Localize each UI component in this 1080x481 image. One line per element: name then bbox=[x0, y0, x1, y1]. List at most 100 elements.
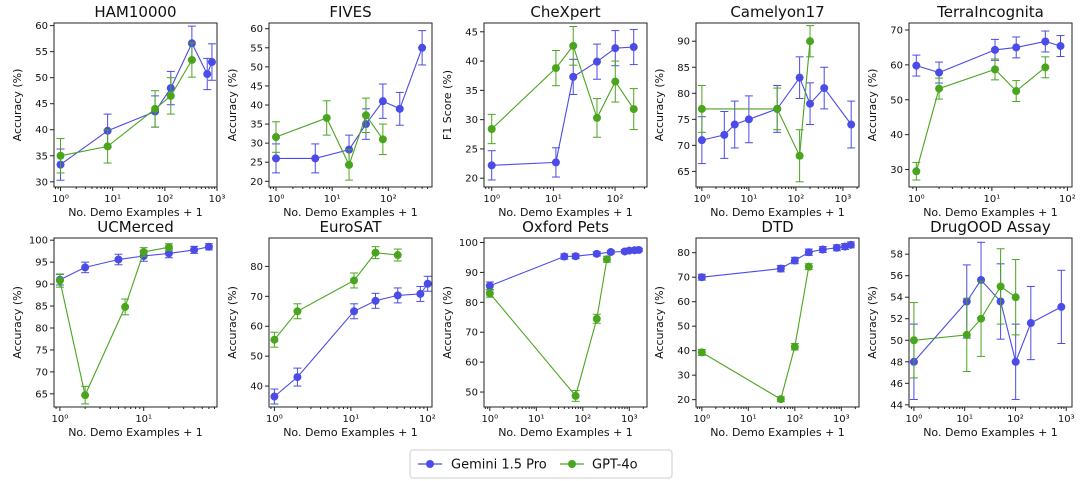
data-point bbox=[350, 276, 359, 285]
x-tick-label: 10³ bbox=[621, 414, 638, 425]
data-point bbox=[1041, 63, 1050, 72]
y-tick-label: 70 bbox=[890, 25, 903, 36]
series-line bbox=[701, 266, 810, 401]
y-tick-label: 90 bbox=[35, 280, 48, 291]
y-tick-label: 60 bbox=[250, 24, 263, 35]
y-tick-label: 60 bbox=[465, 358, 478, 369]
y-tick-label: 50 bbox=[677, 322, 690, 333]
chart-title: EuroSAT bbox=[319, 218, 382, 236]
data-point bbox=[720, 130, 729, 139]
data-point bbox=[361, 111, 370, 120]
data-point bbox=[121, 302, 130, 311]
chart-drugood-assay: DrugOOD Assay 44 46 48 50 52 54 56 58 10⁰ 10¹ 10² 10… bbox=[866, 218, 1075, 439]
x-axis-label: No. Demo Examples + 1 bbox=[68, 206, 203, 219]
data-point bbox=[166, 91, 175, 100]
data-point bbox=[1011, 293, 1020, 302]
data-point bbox=[611, 77, 620, 86]
series-line bbox=[59, 246, 210, 281]
y-tick-label: 95 bbox=[35, 258, 48, 269]
data-point bbox=[697, 136, 706, 145]
y-tick-label: 80 bbox=[465, 298, 478, 309]
data-point bbox=[592, 249, 601, 258]
data-point bbox=[423, 279, 432, 288]
x-tick-label: 10³ bbox=[209, 194, 226, 205]
legend-gemini-label: Gemini 1.5 Pro bbox=[451, 458, 547, 473]
data-point bbox=[378, 97, 387, 106]
plot-frame bbox=[908, 237, 1073, 408]
data-point bbox=[371, 248, 380, 257]
data-point bbox=[634, 245, 643, 254]
legend-gemini-marker bbox=[426, 460, 434, 468]
data-point bbox=[744, 115, 753, 124]
data-point bbox=[990, 45, 999, 54]
plot-frame bbox=[908, 22, 1073, 188]
series-gpt-4o bbox=[55, 243, 173, 405]
y-tick-label: 30 bbox=[890, 165, 903, 176]
x-tick-label: 10⁰ bbox=[268, 194, 285, 205]
y-tick-label: 85 bbox=[677, 63, 690, 74]
plot-frame bbox=[268, 237, 433, 408]
x-axis-label: No. Demo Examples + 1 bbox=[68, 426, 203, 439]
x-tick-label: 10⁰ bbox=[694, 194, 711, 205]
y-axis-label: Accuracy (%) bbox=[226, 69, 239, 142]
y-tick-label: 70 bbox=[677, 141, 690, 152]
y-tick-label: 56 bbox=[890, 271, 903, 282]
data-point bbox=[395, 104, 404, 113]
x-tick-label: 10¹ bbox=[545, 194, 562, 205]
legend-gpt-label: GPT-4o bbox=[592, 458, 638, 473]
data-point bbox=[203, 70, 212, 79]
data-point bbox=[311, 154, 320, 163]
y-tick-label: 70 bbox=[35, 367, 48, 378]
x-axis-label: No. Demo Examples + 1 bbox=[710, 426, 845, 439]
series-gpt-4o bbox=[697, 25, 815, 183]
series-line bbox=[491, 46, 634, 166]
series-gemini-1-5-pro bbox=[270, 275, 432, 405]
x-tick-label: 10¹ bbox=[741, 194, 758, 205]
y-axis-label: Accuracy (%) bbox=[866, 286, 879, 359]
y-tick-label: 50 bbox=[35, 73, 48, 84]
x-tick-label: 10⁰ bbox=[52, 194, 69, 205]
data-point bbox=[1057, 302, 1066, 311]
x-tick-label: 10³ bbox=[835, 194, 852, 205]
x-tick-label: 10¹ bbox=[135, 414, 152, 425]
series-gpt-4o bbox=[697, 262, 813, 404]
series-line bbox=[701, 244, 851, 278]
series-line bbox=[701, 41, 811, 158]
x-tick-label: 10⁰ bbox=[266, 414, 283, 425]
data-point bbox=[551, 64, 560, 73]
data-point bbox=[912, 167, 921, 176]
data-point bbox=[776, 395, 785, 404]
legend-gpt-marker bbox=[568, 460, 576, 468]
legend: Gemini 1.5 Pro GPT-4o bbox=[409, 449, 673, 479]
data-point bbox=[378, 135, 387, 144]
data-point bbox=[272, 133, 281, 142]
x-tick-label: 10³ bbox=[833, 414, 850, 425]
x-tick-label: 10² bbox=[380, 194, 397, 205]
series-gpt-4o bbox=[270, 246, 402, 348]
chart-title: Camelyon17 bbox=[730, 3, 824, 21]
data-point bbox=[697, 273, 706, 282]
data-point bbox=[270, 392, 279, 401]
data-point bbox=[487, 161, 496, 170]
data-point bbox=[977, 275, 986, 284]
data-point bbox=[569, 72, 578, 81]
data-point bbox=[962, 330, 971, 339]
chart-title: HAM10000 bbox=[94, 3, 176, 21]
data-point bbox=[611, 44, 620, 53]
y-tick-label: 30 bbox=[465, 115, 478, 126]
plot-frame bbox=[268, 22, 433, 188]
data-point bbox=[81, 391, 90, 400]
data-point bbox=[592, 113, 601, 122]
y-tick-label: 48 bbox=[890, 357, 903, 368]
series-gemini-1-5-pro bbox=[909, 241, 1066, 400]
y-tick-label: 44 bbox=[890, 400, 903, 411]
series-line bbox=[913, 279, 1062, 364]
y-tick-label: 40 bbox=[250, 101, 263, 112]
data-point bbox=[139, 248, 148, 257]
y-tick-label: 30 bbox=[677, 371, 690, 382]
data-point bbox=[569, 41, 578, 50]
x-tick-label: 10⁰ bbox=[693, 414, 710, 425]
